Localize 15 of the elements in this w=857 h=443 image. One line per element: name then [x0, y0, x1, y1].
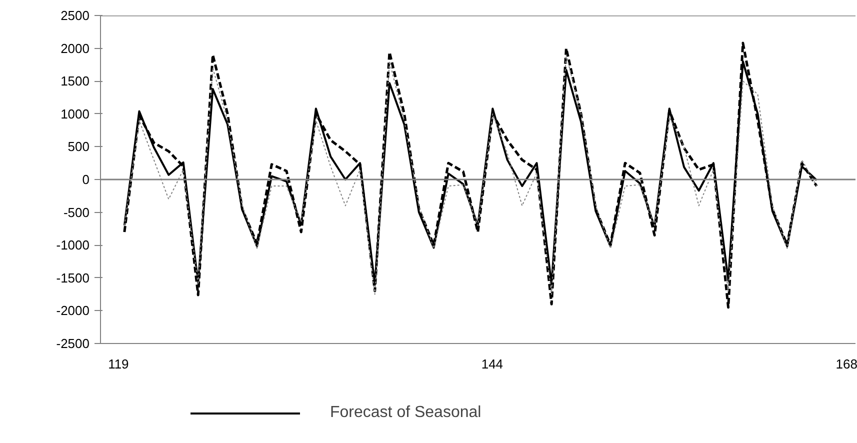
y-tick-label: 1000 — [60, 106, 90, 122]
y-tick-label: -500 — [63, 204, 90, 220]
x-tick-label: 144 — [481, 356, 504, 372]
y-tick-label: 0 — [82, 172, 90, 187]
y-tick-label: -1000 — [56, 238, 90, 253]
x-tick-label: 168 — [836, 356, 857, 372]
text: Forecast of Seasonal — [330, 404, 482, 422]
x-tick-label: 119 — [108, 356, 129, 372]
y-tick-label: -1500 — [56, 270, 90, 286]
y-tick-label: 1500 — [60, 74, 90, 89]
y-tick-label: 2500 — [60, 8, 90, 23]
y-tick-label: 2000 — [60, 40, 90, 56]
y-tick-label: -2500 — [56, 336, 90, 351]
y-tick-label: -2000 — [56, 303, 90, 318]
y-tick-label: 500 — [68, 139, 90, 154]
